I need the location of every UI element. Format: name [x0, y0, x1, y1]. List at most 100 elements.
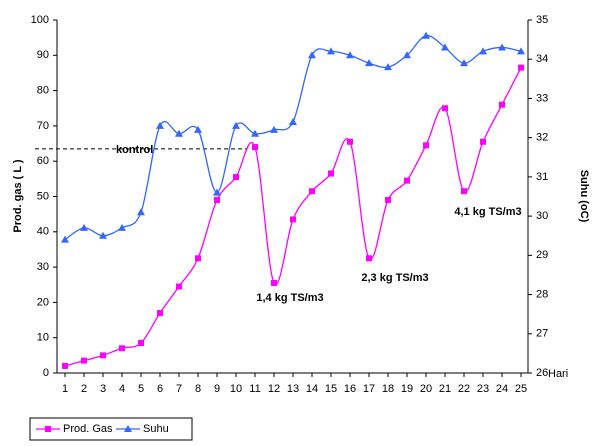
marker: [195, 255, 201, 262]
marker: [309, 188, 315, 195]
y-tick-label: 0: [43, 367, 49, 379]
x-tick-label: 5: [138, 383, 144, 395]
marker: [442, 105, 448, 112]
x-tick-label: 14: [306, 383, 318, 395]
marker: [403, 51, 411, 59]
x-tick-label: 24: [496, 383, 508, 395]
marker: [232, 121, 240, 129]
x-tick-label: 11: [249, 383, 260, 395]
x-tick-label: 16: [344, 383, 356, 395]
x-tick-label: 6: [157, 383, 163, 395]
y-tick-label: 20: [37, 296, 49, 308]
marker: [423, 142, 429, 149]
marker: [61, 235, 69, 243]
marker: [365, 59, 373, 67]
marker: [100, 352, 106, 359]
y-tick-label: 30: [37, 261, 49, 273]
marker: [271, 279, 277, 286]
marker: [404, 177, 410, 184]
marker: [138, 339, 144, 346]
y2-tick-label: 35: [536, 14, 548, 26]
marker: [422, 31, 430, 39]
x-tick-label: 15: [325, 383, 337, 395]
y-tick-label: 50: [37, 190, 49, 202]
marker: [327, 47, 335, 55]
x-tick-label: 10: [230, 383, 242, 395]
marker: [498, 43, 506, 51]
y-tick-label: 70: [37, 120, 49, 132]
marker: [214, 197, 220, 204]
marker: [176, 283, 182, 290]
y-tick-label: 10: [37, 332, 49, 344]
marker: [347, 138, 353, 145]
x-tick-label: 19: [401, 383, 413, 395]
x-tick-label: 23: [477, 383, 489, 395]
marker: [119, 345, 125, 352]
marker: [137, 208, 145, 216]
marker: [479, 47, 487, 55]
marker: [118, 223, 126, 231]
marker: [289, 117, 297, 125]
y-tick-label: 80: [37, 85, 49, 97]
y2-tick-label: 32: [536, 132, 548, 144]
marker: [328, 170, 334, 177]
marker: [233, 174, 239, 181]
x-tick-label: 4: [119, 383, 125, 395]
y2-tick-label: 28: [536, 288, 548, 300]
y-tick-label: 40: [37, 226, 49, 238]
marker: [290, 216, 296, 223]
marker: [384, 63, 392, 71]
y2-tick-label: 30: [536, 210, 548, 222]
y2-tick-label: 31: [536, 171, 548, 183]
marker: [499, 101, 505, 108]
y-tick-label: 90: [37, 49, 49, 61]
marker: [81, 357, 87, 364]
y2-tick-label: 29: [536, 249, 548, 261]
y-tick-label: 60: [37, 155, 49, 167]
marker: [366, 255, 372, 262]
x-axis-title: Hari: [548, 368, 568, 380]
marker: [194, 125, 202, 133]
marker: [213, 188, 221, 196]
legend-box: [29, 417, 193, 441]
marker: [156, 121, 164, 129]
marker: [45, 426, 51, 432]
marker: [252, 144, 258, 151]
y-axis-title: Prod. gas ( L ): [12, 159, 24, 232]
marker: [385, 197, 391, 204]
marker: [80, 223, 88, 231]
x-tick-label: 25: [515, 383, 527, 395]
marker: [62, 362, 68, 369]
y2-tick-label: 26: [536, 367, 548, 379]
marker: [517, 47, 525, 55]
marker: [99, 231, 107, 239]
marker: [251, 129, 259, 137]
marker: [480, 138, 486, 145]
marker: [441, 43, 449, 51]
marker: [308, 51, 316, 59]
legend-label: Suhu: [143, 423, 169, 435]
annotation: 2,3 kg TS/m3: [361, 272, 428, 284]
y2-tick-label: 34: [536, 53, 548, 65]
marker: [270, 125, 278, 133]
x-tick-label: 2: [81, 383, 87, 395]
marker: [157, 309, 163, 316]
x-tick-label: 17: [363, 383, 375, 395]
x-tick-label: 12: [268, 383, 280, 395]
marker: [460, 59, 468, 67]
x-tick-label: 1: [62, 383, 68, 395]
annotation: 4,1 kg TS/m3: [454, 206, 521, 218]
x-tick-label: 20: [420, 383, 432, 395]
marker: [346, 51, 354, 59]
x-tick-label: 3: [100, 383, 106, 395]
x-tick-label: 18: [382, 383, 394, 395]
marker: [175, 129, 183, 137]
legend-label: Prod. Gas: [63, 423, 113, 435]
x-tick-label: 22: [458, 383, 470, 395]
x-tick-label: 8: [195, 383, 201, 395]
marker: [518, 64, 524, 71]
x-tick-label: 7: [176, 383, 182, 395]
y2-axis-title: Suhu (oC): [578, 170, 590, 223]
y-tick-label: 100: [31, 14, 49, 26]
